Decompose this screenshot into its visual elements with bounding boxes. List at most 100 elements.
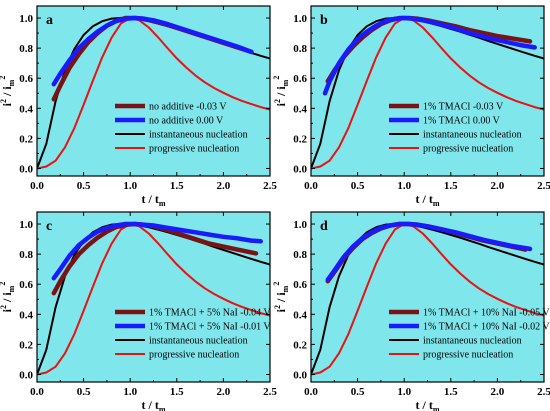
series-line-red: [311, 223, 544, 376]
legend-label: 1% TMACl -0.03 V: [423, 102, 504, 113]
chart-panel-b: 0.0 0.5 1.0 1.5 2.0 2.5 0.0 0.2 0.4 0.6 0.8 1.0 t / …: [272, 5, 550, 208]
legend: 1% TMACl -0.03 V 1% TMACl 0.00 V instantan…: [389, 102, 522, 155]
y-tick-label: 0.0: [19, 369, 33, 381]
y-tick-label: 0.0: [19, 163, 33, 175]
series-line-red: [37, 223, 270, 376]
series-group: [37, 221, 270, 376]
y-tick-label: 0.2: [293, 339, 307, 351]
series-line-red: [37, 17, 270, 170]
x-tick-label: 2.5: [537, 386, 550, 398]
y-tick-label: 0.2: [19, 339, 33, 351]
x-tick-label: 0.0: [30, 180, 44, 192]
legend-label: 1% TMACl + 10% NaI -0.02 V: [423, 322, 550, 333]
x-tick-label: 2.0: [491, 386, 505, 398]
y-tick-label: 0.4: [19, 309, 33, 321]
x-tick-label: 1.0: [123, 180, 137, 192]
x-tick-label: 0.0: [304, 386, 318, 398]
x-tick-label: 1.5: [170, 180, 184, 192]
y-tick-label: 0.8: [293, 249, 307, 261]
x-tick-label: 1.5: [444, 180, 458, 192]
legend-label: instantaneous nucleation: [149, 130, 248, 141]
series-group: [311, 221, 544, 376]
plot-background: [311, 212, 544, 382]
legend: 1% TMACl + 5% NaI -0.04 V 1% TMACl + 5% N…: [115, 308, 271, 361]
chart-panel-c: 0.0 0.5 1.0 1.5 2.0 2.5 0.0 0.2 0.4 0.6 0.8 1.0 t / …: [0, 211, 277, 411]
x-axis-label: t / tm: [142, 398, 166, 411]
panel-letter: b: [320, 13, 328, 28]
series-group: [37, 15, 270, 170]
legend: 1% TMACl + 10% NaI -0.05 V 1% TMACl + 10%…: [389, 308, 550, 361]
legend-label: progressive nucleation: [423, 144, 513, 155]
x-axis-label: t / tm: [416, 192, 440, 208]
panel-letter: c: [46, 219, 52, 234]
y-tick-label: 0.0: [293, 369, 307, 381]
x-tick-label: 0.5: [351, 386, 365, 398]
y-tick-label: 1.0: [293, 219, 307, 231]
y-axis-label: i2 / im2: [0, 76, 16, 107]
y-tick-label: 0.6: [19, 279, 33, 291]
legend-label: instantaneous nucleation: [423, 336, 522, 347]
y-tick-label: 0.2: [293, 133, 307, 145]
series-line-blue: [325, 221, 533, 282]
y-tick-label: 0.6: [293, 73, 307, 85]
series-line-blue: [322, 15, 537, 96]
legend-label: 1% TMACl 0.00 V: [423, 116, 501, 127]
chart-panel-a: 0.0 0.5 1.0 1.5 2.0 2.5 0.0 0.2 0.4 0.6 0.8 1.0 t / …: [0, 5, 277, 208]
panel-letter: d: [320, 219, 328, 234]
x-axis-label: t / tm: [416, 398, 440, 411]
y-tick-label: 0.6: [19, 73, 33, 85]
legend-label: no additive 0.00 V: [149, 116, 224, 127]
y-axis-label: i2 / im2: [272, 282, 290, 313]
x-tick-label: 2.5: [537, 180, 550, 192]
y-tick-label: 1.0: [19, 219, 33, 231]
x-tick-label: 2.5: [263, 180, 277, 192]
x-tick-label: 2.5: [263, 386, 277, 398]
x-tick-label: 0.5: [77, 386, 91, 398]
plot-background: [37, 212, 270, 382]
x-tick-label: 0.5: [351, 180, 365, 192]
legend-label: 1% TMACl + 5% NaI -0.01 V: [149, 322, 271, 333]
x-tick-label: 0.0: [30, 386, 44, 398]
x-tick-label: 0.0: [304, 180, 318, 192]
y-tick-label: 0.0: [293, 163, 307, 175]
y-tick-label: 0.8: [19, 249, 33, 261]
x-tick-label: 2.0: [217, 386, 231, 398]
y-tick-label: 0.6: [293, 279, 307, 291]
legend-label: progressive nucleation: [423, 350, 513, 361]
plot-background: [311, 6, 544, 176]
series-group: [311, 15, 544, 170]
x-tick-label: 2.0: [217, 180, 231, 192]
legend: no additive -0.03 V no additive 0.00 V ins…: [115, 102, 248, 155]
x-tick-label: 1.5: [170, 386, 184, 398]
legend-label: progressive nucleation: [149, 144, 239, 155]
panel-letter: a: [46, 13, 53, 28]
y-axis-label: i2 / im2: [272, 76, 290, 107]
series-line-blue: [51, 15, 254, 87]
x-tick-label: 0.5: [77, 180, 91, 192]
y-tick-label: 0.4: [19, 103, 33, 115]
legend-label: instantaneous nucleation: [149, 336, 248, 347]
series-line-blue: [51, 221, 263, 281]
legend-label: 1% TMACl + 5% NaI -0.04 V: [149, 308, 271, 319]
plot-background: [37, 6, 270, 176]
y-tick-label: 0.8: [293, 43, 307, 55]
y-axis-label: i2 / im2: [0, 282, 16, 313]
legend-label: progressive nucleation: [149, 350, 239, 361]
x-tick-label: 1.0: [123, 386, 137, 398]
y-tick-label: 0.4: [293, 309, 307, 321]
x-tick-label: 1.0: [397, 386, 411, 398]
x-tick-label: 2.0: [491, 180, 505, 192]
series-line-red: [311, 17, 544, 170]
x-tick-label: 1.0: [397, 180, 411, 192]
legend-label: no additive -0.03 V: [149, 102, 227, 113]
y-tick-label: 1.0: [293, 13, 307, 25]
legend-label: 1% TMACl + 10% NaI -0.05 V: [423, 308, 550, 319]
x-tick-label: 1.5: [444, 386, 458, 398]
x-axis-label: t / tm: [142, 192, 166, 208]
y-tick-label: 1.0: [19, 13, 33, 25]
y-tick-label: 0.2: [19, 133, 33, 145]
y-tick-label: 0.4: [293, 103, 307, 115]
y-tick-label: 0.8: [19, 43, 33, 55]
chart-panel-d: 0.0 0.5 1.0 1.5 2.0 2.5 0.0 0.2 0.4 0.6 0.8 1.0 t / …: [272, 211, 550, 411]
